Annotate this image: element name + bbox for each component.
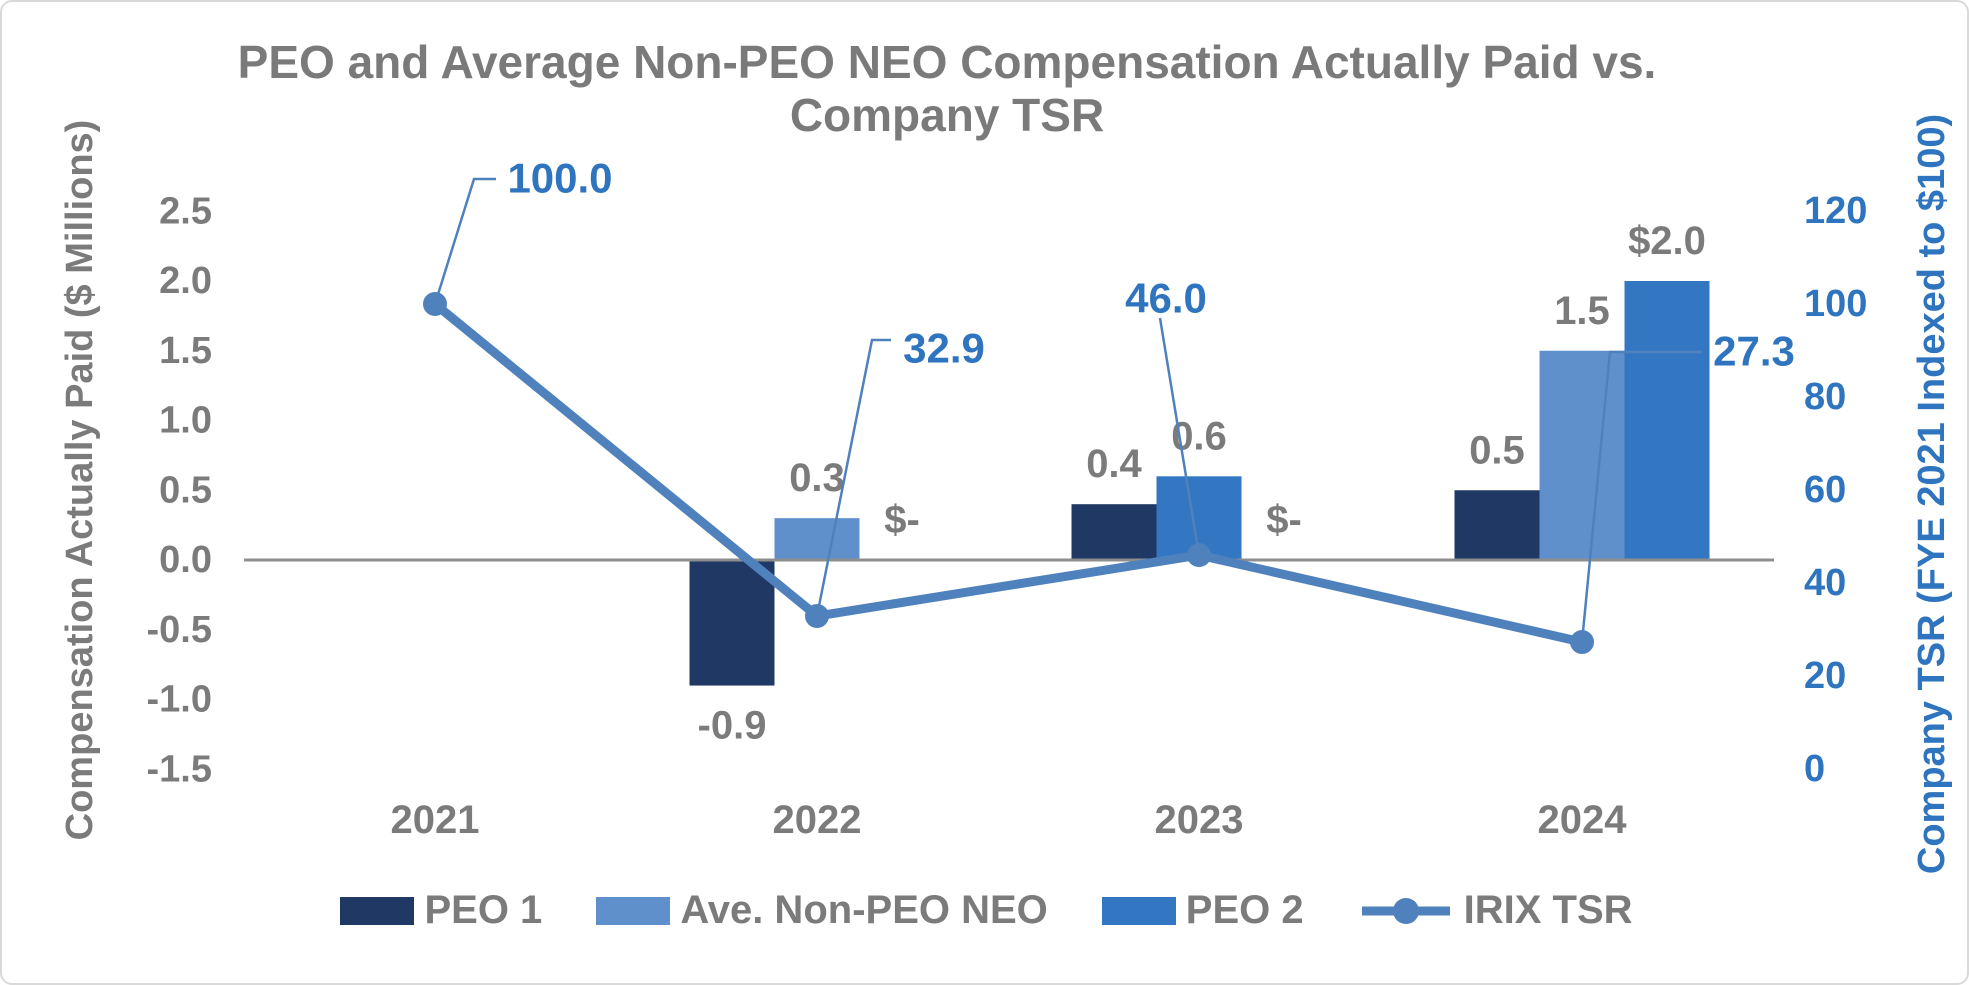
left-tick-2.5: 2.5 <box>159 190 212 232</box>
left-tick--1.5: -1.5 <box>147 748 212 790</box>
left-axis-title: Compensation Actually Paid ($ Millions) <box>59 120 101 841</box>
right-tick-60: 60 <box>1804 469 1846 511</box>
tsr-marker-2021 <box>423 292 447 316</box>
legend-label-irix-tsr: IRIX TSR <box>1463 888 1633 932</box>
chart-title: PEO and Average Non-PEO NEO Compensation… <box>2 36 1892 142</box>
left-tick-1.5: 1.5 <box>159 330 212 372</box>
bar-label-2024-2: 1.5 <box>1554 289 1610 333</box>
tsr-value-label-2023: 46.0 <box>1125 275 1207 322</box>
left-tick-0.5: 0.5 <box>159 469 212 511</box>
legend-label-peo2: PEO 2 <box>1185 888 1304 932</box>
year-label-2022: 2022 <box>773 798 862 842</box>
right-tick-80: 80 <box>1804 376 1846 418</box>
tsr-marker-2023 <box>1187 543 1211 568</box>
bar-label-2024-1: 0.5 <box>1469 428 1525 472</box>
year-label-2024: 2024 <box>1538 798 1628 842</box>
legend-item-irix-tsr: IRIX TSR <box>1358 888 1633 933</box>
bar-ave-non-peo-neo-2022 <box>774 518 860 560</box>
right-tick-0: 0 <box>1804 748 1825 790</box>
bar-label-2023-1: 0.4 <box>1086 442 1142 486</box>
left-tick-2.0: 2.0 <box>159 260 212 302</box>
tsr-callout-leader-2021 <box>433 177 496 305</box>
left-tick-0.0: 0.0 <box>159 539 212 581</box>
tsr-callout-leader-2024 <box>1580 350 1702 643</box>
bar-label-2024-3: $2.0 <box>1628 219 1706 263</box>
line-marker-icon <box>1361 897 1450 924</box>
irix-tsr-line <box>432 300 1583 647</box>
bar-peo-1-2023 <box>1071 504 1157 560</box>
left-tick-1.0: 1.0 <box>159 400 212 442</box>
chart-title-line2: Company TSR <box>789 89 1105 141</box>
legend-label-peo1: PEO 1 <box>424 888 543 932</box>
bar-label-2023-3: $- <box>1266 498 1302 542</box>
chart-legend: PEO 1 Ave. Non-PEO NEO PEO 2 IRIX TSR <box>2 888 1967 933</box>
right-tick-20: 20 <box>1804 655 1846 697</box>
bar-peo-1-2022 <box>689 560 775 686</box>
bar-label-2022-3: $- <box>884 498 920 542</box>
right-axis-title: Company TSR (FYE 2021 Indexed to $100) <box>1911 114 1953 874</box>
ave-non-peo-neo-swatch-icon <box>596 896 671 925</box>
bar-peo-2-2024 <box>1624 281 1710 560</box>
right-tick-100: 100 <box>1804 283 1867 325</box>
right-tick-40: 40 <box>1804 562 1846 604</box>
legend-item-peo2: PEO 2 <box>1101 888 1304 933</box>
chart-title-line1: PEO and Average Non-PEO NEO Compensation… <box>237 36 1657 88</box>
bar-peo-1-2024 <box>1454 490 1540 560</box>
legend-label-ave-non-peo-neo: Ave. Non-PEO NEO <box>680 888 1048 932</box>
bar-ave-non-peo-neo-2024 <box>1539 350 1625 560</box>
tsr-value-label-2021: 100.0 <box>507 155 612 202</box>
peo1-swatch-icon <box>340 896 415 925</box>
tsr-marker-2022 <box>805 604 829 629</box>
bar-label-2022-1: -0.9 <box>698 704 767 748</box>
left-tick--1.0: -1.0 <box>147 679 212 721</box>
tsr-marker-2024 <box>1570 630 1594 655</box>
year-label-2021: 2021 <box>391 798 480 842</box>
legend-item-ave-non-peo-neo: Ave. Non-PEO NEO <box>596 888 1048 933</box>
generated-chart-layer: -0.90.4 0.50.30.61.5$- $-$2.0100.032.946.0… <box>147 155 1868 843</box>
tsr-callout-leader-2022 <box>815 338 891 617</box>
peo2-swatch-icon <box>1101 896 1176 925</box>
tsr-value-label-2022: 32.9 <box>903 325 985 372</box>
right-tick-120: 120 <box>1804 190 1867 232</box>
year-label-2023: 2023 <box>1155 798 1244 842</box>
tsr-value-label-2024: 27.3 <box>1713 328 1795 375</box>
bar-label-2022-2: 0.3 <box>789 456 845 500</box>
legend-item-peo1: PEO 1 <box>340 888 542 933</box>
tsr-callout-leader-2023 <box>1158 317 1201 556</box>
left-tick--0.5: -0.5 <box>147 609 212 651</box>
